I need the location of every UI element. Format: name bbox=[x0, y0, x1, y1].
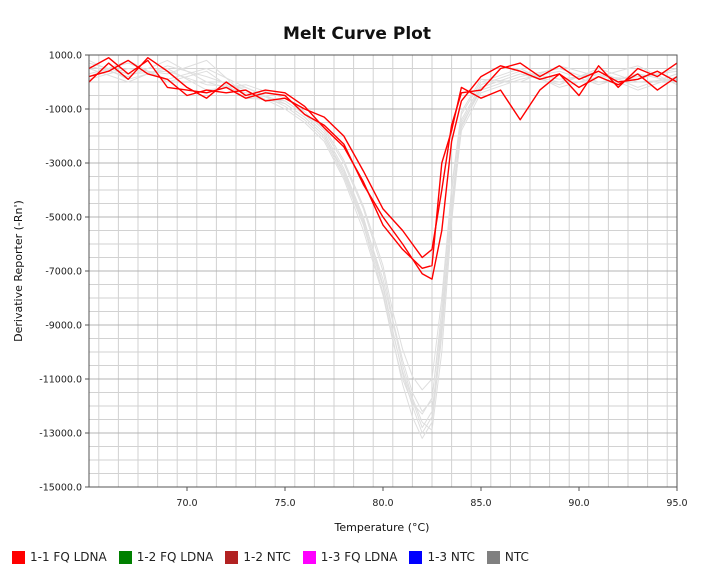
legend-swatch bbox=[486, 550, 500, 564]
chart-title: Melt Curve Plot bbox=[283, 24, 431, 44]
legend-item: 1-2 FQ LDNA bbox=[118, 550, 214, 564]
grid-lines bbox=[89, 54, 677, 488]
y-tick-label: -13000.0 bbox=[39, 429, 82, 440]
y-tick-label: -5000.0 bbox=[45, 213, 82, 224]
series-lines bbox=[88, 57, 678, 439]
legend-item: NTC bbox=[486, 550, 529, 564]
y-tick-label: -11000.0 bbox=[39, 375, 82, 386]
y-tick-label: -3000.0 bbox=[45, 159, 82, 170]
legend-swatch bbox=[302, 550, 316, 564]
x-tick-label: 85.0 bbox=[470, 498, 491, 509]
legend-label: 1-2 FQ LDNA bbox=[136, 550, 214, 564]
y-tick-label: -1000.0 bbox=[45, 105, 82, 116]
legend-label: 1-3 FQ LDNA bbox=[320, 550, 398, 564]
legend-label: NTC bbox=[504, 550, 529, 564]
legend-item: 1-3 NTC bbox=[409, 550, 475, 564]
x-tick-label: 80.0 bbox=[372, 498, 393, 509]
x-tick-label: 70.0 bbox=[176, 498, 197, 509]
x-axis-label: Temperature (°C) bbox=[334, 521, 430, 534]
legend-item: 1-1 FQ LDNA bbox=[12, 550, 107, 564]
y-tick-label: -9000.0 bbox=[45, 321, 82, 332]
y-tick-label: -7000.0 bbox=[45, 267, 82, 278]
tick-labels: 70.0 75.0 80.0 85.0 90.0 95.0 1000.0 -1000.0 -30… bbox=[39, 51, 687, 510]
series-line-ntc bbox=[88, 62, 678, 429]
series-line-1-1-fq-ldna bbox=[88, 57, 678, 269]
legend: 1-1 FQ LDNA 1-2 FQ LDNA 1-2 NTC 1-3 FQ LDNA… bbox=[12, 548, 541, 566]
series-line-1-1-fq-ldna bbox=[88, 59, 678, 259]
legend-swatch bbox=[118, 550, 132, 564]
legend-item: 1-3 FQ LDNA bbox=[302, 550, 398, 564]
axes bbox=[85, 54, 678, 491]
legend-swatch bbox=[409, 550, 423, 564]
legend-label: 1-2 NTC bbox=[243, 550, 291, 564]
legend-item: 1-2 NTC bbox=[225, 550, 291, 564]
x-tick-label: 75.0 bbox=[274, 498, 295, 509]
legend-label: 1-3 NTC bbox=[427, 550, 475, 564]
y-axis-label: Derivative Reporter (-Rn') bbox=[12, 200, 25, 342]
y-tick-label: -15000.0 bbox=[39, 483, 82, 494]
legend-swatch bbox=[225, 550, 239, 564]
x-tick-label: 95.0 bbox=[666, 498, 687, 509]
y-tick-label: 1000.0 bbox=[49, 51, 82, 62]
series-line-ntc bbox=[88, 59, 678, 412]
legend-label: 1-1 FQ LDNA bbox=[30, 550, 107, 564]
x-tick-label: 90.0 bbox=[568, 498, 589, 509]
legend-swatch bbox=[12, 550, 25, 564]
